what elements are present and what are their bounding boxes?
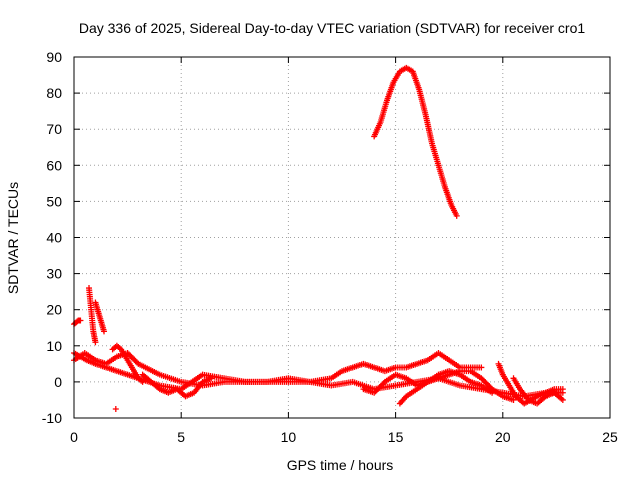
plot-frame	[73, 56, 611, 419]
y-tick-label: 10	[46, 338, 62, 354]
data-point	[139, 378, 146, 385]
x-tick-label: 0	[70, 429, 78, 445]
x-tick-label: 5	[177, 429, 185, 445]
x-tick-label: 25	[602, 429, 618, 445]
data-point	[112, 405, 119, 412]
data-point	[208, 375, 215, 382]
x-tick-label: 15	[388, 429, 404, 445]
y-tick-label: 0	[54, 374, 62, 390]
data-point	[510, 396, 517, 403]
y-tick-label: 40	[46, 230, 62, 246]
y-tick-label: 70	[46, 121, 62, 137]
data-point	[453, 212, 460, 219]
grid	[74, 57, 610, 418]
data-point	[77, 317, 84, 324]
y-tick-label: 30	[46, 266, 62, 282]
chart-title: Day 336 of 2025, Sidereal Day-to-day VTE…	[79, 20, 585, 36]
data-point	[559, 396, 566, 403]
y-tick-label: 80	[46, 85, 62, 101]
data-point	[559, 386, 566, 393]
x-tick-label: 20	[495, 429, 511, 445]
data-point	[101, 328, 108, 335]
y-tick-label: 90	[46, 49, 62, 65]
tick-labels: 0 5 10 15 20 25 -10 0 10 20 30 40 50 60 70 80 90	[42, 49, 618, 445]
y-axis-label: SDTVAR / TECUs	[5, 182, 21, 294]
y-tick-label: 60	[46, 157, 62, 173]
data-point	[92, 339, 99, 346]
data-points	[71, 64, 566, 412]
x-tick-label: 10	[281, 429, 297, 445]
y-tick-label: 20	[46, 302, 62, 318]
y-tick-label: -10	[42, 410, 62, 426]
data-point	[489, 389, 496, 396]
data-point	[478, 364, 485, 371]
x-axis-label: GPS time / hours	[287, 457, 394, 473]
y-tick-label: 50	[46, 193, 62, 209]
